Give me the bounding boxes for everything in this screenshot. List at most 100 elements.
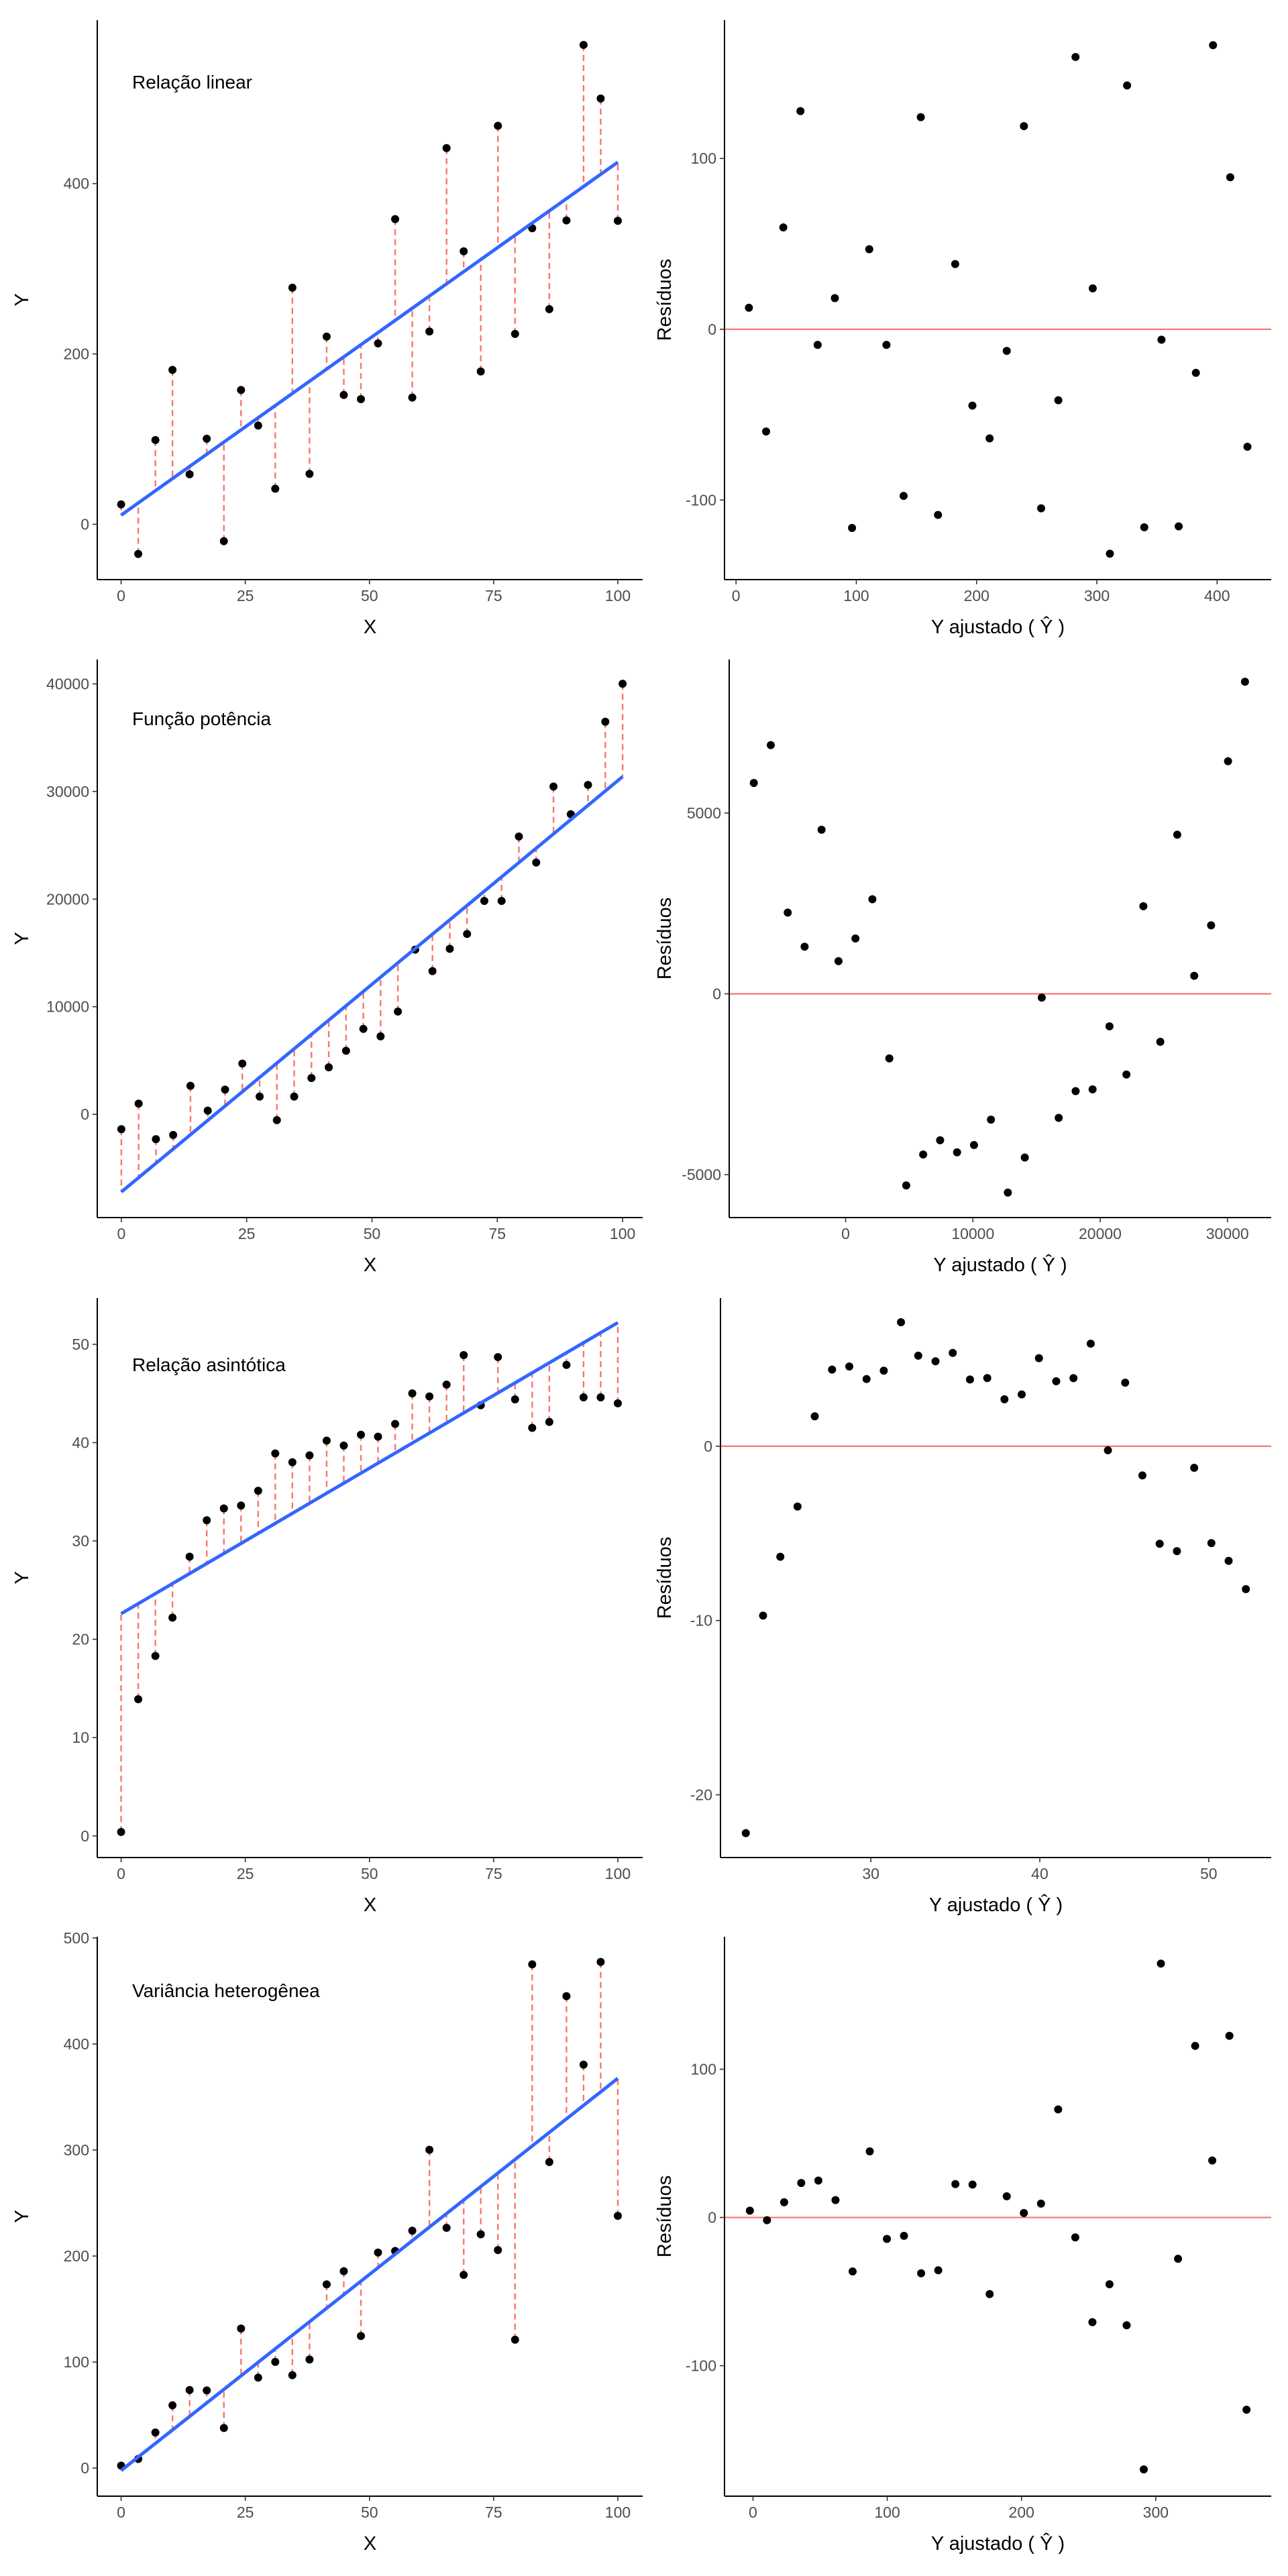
data-point — [271, 484, 280, 493]
data-point — [865, 2147, 874, 2155]
data-point — [813, 341, 822, 350]
y-tick-label: 40000 — [46, 675, 89, 692]
data-point — [987, 1116, 996, 1124]
data-point — [1140, 523, 1148, 531]
data-point — [1173, 830, 1181, 839]
data-point — [305, 1451, 314, 1460]
regression-fit-line — [120, 160, 619, 517]
data-point — [784, 908, 792, 917]
data-point — [1173, 1547, 1181, 1556]
data-point — [796, 107, 805, 115]
data-point — [562, 1360, 571, 1369]
data-point — [814, 2176, 822, 2185]
data-point — [1242, 1585, 1250, 1593]
y-axis-title: Y — [11, 293, 33, 306]
data-point — [883, 2235, 892, 2243]
data-point — [1243, 442, 1252, 451]
data-point — [951, 2180, 960, 2188]
data-point — [203, 1516, 211, 1525]
x-tick-label: 0 — [841, 1225, 850, 1242]
x-tick-label: 100 — [605, 587, 631, 604]
data-point — [810, 1412, 819, 1421]
x-tick-label: 75 — [489, 1225, 506, 1242]
data-point — [511, 329, 519, 338]
data-point — [902, 1181, 910, 1190]
data-point — [494, 2246, 502, 2255]
data-point — [322, 2280, 331, 2289]
data-point — [917, 2269, 926, 2277]
x-tick-label: 25 — [237, 1865, 254, 1882]
data-point — [428, 967, 437, 975]
data-point — [949, 1348, 957, 1357]
data-point — [882, 341, 891, 350]
data-point — [985, 2290, 994, 2298]
data-point — [254, 2373, 262, 2382]
data-point — [528, 1424, 537, 1432]
data-point — [968, 401, 977, 410]
panel-row4-right: 0 100 200 300 -100 0 100 Y ajustado ( Ŷ ) Resídu… — [654, 1937, 1271, 2555]
data-point — [1088, 284, 1097, 292]
data-point — [480, 896, 488, 905]
data-point — [442, 144, 451, 152]
data-point — [845, 1362, 854, 1371]
data-point — [117, 1125, 125, 1134]
data-point — [885, 1054, 894, 1063]
x-tick-label: 200 — [1009, 2504, 1034, 2521]
data-point — [831, 2196, 840, 2204]
data-point — [868, 895, 877, 904]
data-point — [117, 1827, 125, 1836]
data-point — [1000, 1395, 1009, 1403]
x-axis-title: X — [364, 1894, 376, 1916]
x-tick-label: 25 — [238, 1225, 256, 1242]
data-point — [1224, 1556, 1233, 1565]
data-point — [1207, 1539, 1216, 1548]
data-point — [1208, 2156, 1217, 2165]
y-tick-label: 100 — [64, 2353, 89, 2371]
y-tick-label: 40 — [72, 1434, 89, 1451]
data-point — [596, 94, 605, 103]
data-point — [219, 2424, 228, 2432]
x-axis-title: Y ajustado ( Ŷ ) — [929, 1894, 1063, 1916]
x-tick-label: 100 — [605, 2504, 631, 2521]
data-point — [442, 2223, 451, 2232]
data-point — [1191, 2041, 1199, 2050]
data-point — [1104, 1446, 1112, 1454]
data-point — [374, 339, 382, 347]
y-tick-label: 0 — [80, 1106, 89, 1123]
data-point — [951, 260, 959, 268]
data-point — [763, 2216, 771, 2224]
data-point — [339, 2267, 348, 2275]
data-point — [1071, 2233, 1079, 2242]
x-axis-title: Y ajustado ( Ŷ ) — [931, 616, 1065, 638]
data-point — [376, 1032, 385, 1040]
x-tick-label: 0 — [117, 1865, 125, 1882]
panel-row2-left: 0 25 50 75 100 0 10000 20000 30000 40000 X Y Função … — [11, 659, 643, 1276]
data-point — [203, 435, 211, 443]
x-tick-label: 75 — [485, 587, 502, 604]
data-point — [934, 511, 943, 519]
data-point — [271, 2357, 280, 2366]
regression-fit-line — [119, 2077, 619, 2472]
x-tick-label: 200 — [964, 587, 989, 604]
y-tick-label: 0 — [708, 321, 716, 338]
data-point — [545, 1417, 553, 1426]
data-point — [221, 1085, 229, 1094]
data-point — [849, 2267, 857, 2276]
data-point — [1156, 1037, 1165, 1046]
data-point — [762, 427, 771, 436]
y-tick-label: 0 — [712, 985, 721, 1002]
data-point — [1139, 2465, 1148, 2474]
y-tick-label: 500 — [64, 1929, 89, 1947]
y-tick-label: 0 — [704, 1438, 712, 1455]
data-point — [1175, 522, 1183, 531]
data-point — [134, 549, 143, 558]
x-tick-label: 50 — [361, 587, 378, 604]
data-point — [1240, 678, 1249, 686]
panel-row3-left: 0 25 50 75 100 0 10 20 30 40 50 X Y Relação asintótic… — [11, 1298, 643, 1916]
y-axis-title: Y — [11, 1571, 33, 1584]
data-point — [800, 943, 809, 951]
data-point — [151, 1652, 160, 1660]
data-point — [425, 1392, 434, 1401]
data-point — [562, 216, 571, 225]
y-tick-label: 30000 — [46, 783, 89, 800]
